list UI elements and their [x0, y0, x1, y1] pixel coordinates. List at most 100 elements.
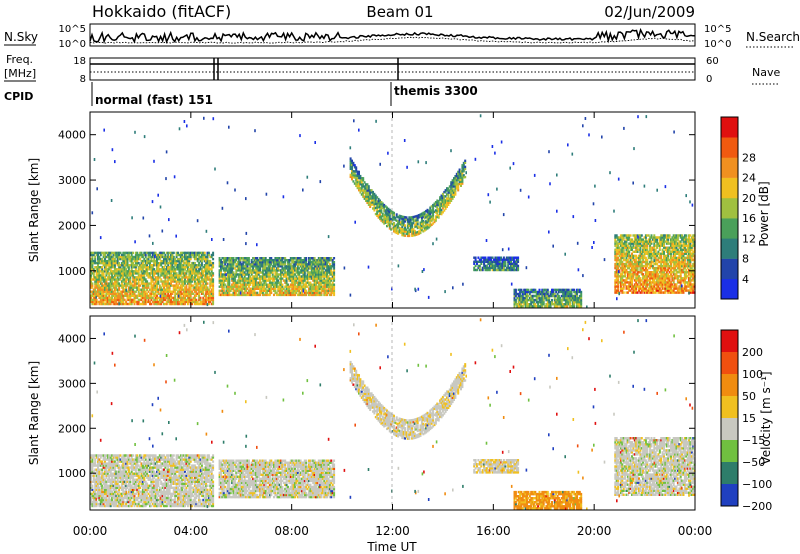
power-echo-cell: [146, 270, 149, 273]
power-echo-cell: [156, 298, 158, 302]
power-echo-cell: [622, 287, 625, 290]
power-echo-cell: [113, 257, 116, 261]
power-echo-cell: [136, 286, 139, 289]
power-echo-cell: [317, 273, 320, 276]
power-echo-cell: [292, 279, 295, 282]
power-echo-cell: [207, 251, 210, 255]
power-echo-cell: [167, 272, 170, 275]
power-echo-cell: [189, 284, 192, 287]
power-echo-cell: [134, 276, 137, 279]
power-echo-cell: [168, 257, 171, 261]
power-echo-cell: [163, 294, 165, 297]
power-echo-cell: [92, 261, 95, 265]
power-echo-cell: [200, 280, 203, 283]
power-echo-cell: [233, 273, 236, 276]
power-echo-cell: [174, 276, 177, 279]
power-echo-cell: [198, 251, 201, 255]
power-echo-cell: [129, 284, 132, 287]
power-echo-cell: [102, 270, 105, 273]
power-echo-cell: [226, 281, 229, 284]
power-echo-cell: [200, 302, 203, 306]
power-echo-cell: [287, 261, 289, 264]
power-echo-cell: [184, 282, 186, 285]
power-echo-cell: [137, 270, 140, 273]
power-echo-cell: [198, 255, 201, 259]
power-echo-cell: [175, 286, 178, 289]
power-echo-cell: [319, 283, 322, 286]
power-echo-cell: [324, 269, 327, 272]
power-echo-cell: [170, 264, 172, 267]
power-echo-cell: [240, 267, 243, 270]
power-echo-cell: [104, 264, 106, 267]
power-echo-cell: [192, 264, 195, 267]
power-echo-cell: [263, 265, 266, 268]
power-echo-cell: [296, 273, 299, 276]
power-echo-cell: [312, 283, 315, 286]
power-echo-cell: [320, 259, 323, 262]
power-echo-cell: [102, 294, 105, 297]
power-echo-cell: [259, 279, 262, 282]
power-echo-cell: [144, 272, 147, 275]
power-echo-cell: [191, 300, 194, 304]
power-echo-cell: [312, 261, 315, 264]
power-echo-cell: [172, 288, 175, 291]
power-echo-cell: [263, 281, 266, 284]
power-echo-cell: [102, 259, 105, 263]
power-echo-cell: [232, 283, 235, 286]
power-echo-cell: [92, 292, 95, 295]
power-echo-cell: [132, 251, 135, 255]
power-echo-cell: [220, 261, 222, 264]
power-echo-cell: [238, 263, 241, 266]
power-echo-cell: [118, 255, 121, 259]
power-echo-cell: [120, 264, 123, 267]
power-echo-cell: [207, 298, 210, 302]
power-echo-cell: [242, 259, 245, 262]
power-echo-cell: [292, 269, 295, 272]
power-echo-cell: [136, 253, 139, 257]
power-echo-cell: [247, 271, 250, 274]
power-echo-cell: [90, 266, 92, 269]
power-echo-cell: [179, 259, 182, 263]
power-echo-cell: [106, 292, 109, 295]
power-echo-cell: [144, 259, 147, 263]
power-echo-cell: [296, 285, 299, 288]
power-echo-cell: [111, 280, 114, 283]
power-echo-cell: [299, 277, 302, 280]
power-echo-cell: [218, 265, 221, 268]
power-echo-cell: [254, 271, 257, 274]
power-echo-cell: [233, 291, 236, 295]
power-echo-cell: [133, 266, 136, 269]
power-echo-cell: [116, 251, 119, 255]
power-echo-cell: [266, 283, 269, 286]
power-echo-cell: [313, 285, 316, 288]
power-echo-cell: [105, 298, 108, 302]
power-echo-cell: [129, 272, 132, 275]
power-echo-cell: [171, 296, 174, 300]
power-echo-cell: [161, 296, 164, 300]
power-echo-cell: [111, 276, 114, 279]
power-echo-cell: [222, 283, 225, 286]
power-echo-cell: [164, 290, 167, 293]
power-echo-cell: [151, 259, 154, 263]
power-echo-cell: [106, 259, 109, 263]
power-echo-cell: [298, 293, 301, 297]
power-echo-cell: [288, 277, 291, 280]
power-echo-cell: [202, 251, 205, 255]
power-echo-cell: [548, 296, 551, 300]
power-echo-cell: [266, 279, 269, 282]
power-echo-cell: [209, 284, 212, 287]
power-echo-cell: [95, 292, 98, 295]
power-echo-cell: [306, 273, 309, 276]
power-echo-cell: [316, 271, 319, 274]
power-echo-cell: [254, 293, 257, 297]
power-echo-cell: [181, 300, 184, 304]
power-echo-cell: [281, 257, 284, 260]
power-echo-cell: [294, 291, 296, 295]
power-echo-cell: [154, 292, 157, 295]
power-echo-cell: [573, 288, 576, 292]
power-echo-cell: [285, 259, 288, 262]
power-echo-cell: [154, 261, 157, 265]
power-echo-cell: [186, 268, 189, 271]
power-echo-cell: [186, 292, 189, 295]
power-echo-cell: [292, 293, 295, 297]
